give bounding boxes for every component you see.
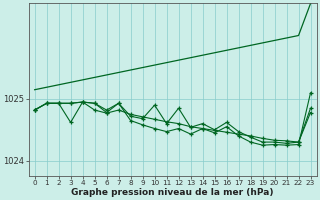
- X-axis label: Graphe pression niveau de la mer (hPa): Graphe pression niveau de la mer (hPa): [71, 188, 274, 197]
